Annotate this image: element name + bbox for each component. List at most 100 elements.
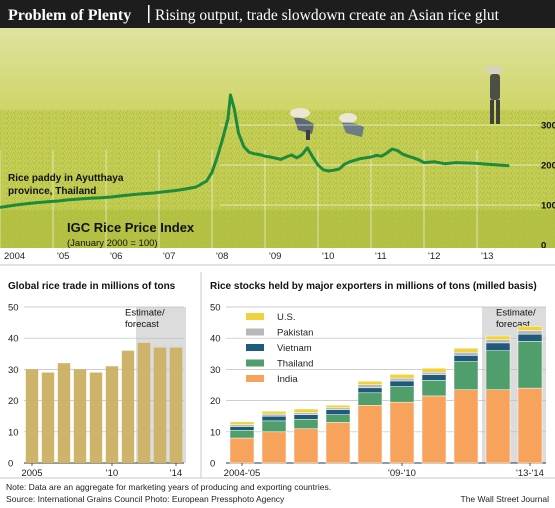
stocks-bar-segment [293,412,319,415]
stocks-bar-segment [261,431,287,464]
trade-estimate-label-line-1: Estimate/ [125,308,165,319]
stocks-bar-segment [261,413,287,417]
trade-bar [121,350,135,463]
price-index-x-tick: 2004 [4,251,25,262]
stocks-bar-segment [293,408,319,413]
price-index-y-tick: 0 [541,241,546,252]
stocks-axes: 0 10 20 30 40 50 2004-'05 '09-'10 '13-'14 [210,303,544,480]
price-index-point [343,163,346,166]
footer-source: Source: International Grains Council Pho… [6,494,285,504]
stocks-bar-segment [517,387,543,464]
stocks-bar-segment [485,342,511,351]
price-index-point [258,153,261,156]
stocks-bar-segment [325,405,351,409]
price-index-point [89,197,91,200]
stocks-bar-segment [325,407,351,410]
price-index-point [264,155,266,158]
stocks-y-tick: 50 [210,303,221,314]
stocks-bar-segment [485,350,511,390]
price-index-x-tick: '05 [57,251,69,262]
stocks-x-tick: '13-'14 [516,468,544,479]
price-index-x-tick: '06 [110,251,122,262]
price-index-point [338,168,341,170]
price-index-subtitle: (January 2000 = 100) [67,238,158,249]
price-index-point [507,164,510,167]
stocks-bar-segment [517,330,543,335]
stocks-bar-segment [485,389,511,464]
legend-swatch [246,344,264,351]
stocks-bar-segment [389,386,415,403]
trade-bar [89,372,103,463]
stocks-estimate-label-line-1: Estimate/ [496,308,536,319]
price-index-point [57,200,60,202]
trade-bar [169,347,183,463]
stocks-bar-segment [325,422,351,464]
price-index-point [417,158,420,161]
price-index-point [274,157,277,160]
price-index-points [0,94,510,209]
price-index-point [131,193,134,196]
stocks-bar-segment [421,395,447,464]
stocks-bar-segment [293,428,319,464]
trade-bar [73,369,87,463]
price-index-x-tick: '10 [322,251,334,262]
price-index-point [25,202,28,205]
price-index-point [391,148,394,150]
price-index-point [497,164,500,166]
trade-y-tick: 10 [8,427,19,438]
price-index-point [152,192,155,194]
legend-label: India [277,374,298,385]
price-index-point [306,146,309,149]
price-index-point [163,190,166,193]
price-index-point [423,161,425,164]
stocks-bars [229,326,543,464]
price-index-point [375,154,378,157]
trade-y-tick: 40 [8,334,19,345]
price-index-point [248,151,251,154]
trade-x-tick: '14 [170,468,182,479]
price-index-point [4,205,7,208]
stocks-bar-segment [261,420,287,433]
stocks-bar-segment [229,421,255,425]
stocks-bar-segment [293,419,319,429]
price-index-point [227,118,229,120]
header-subtitle: Rising output, trade slowdown create an … [155,7,500,24]
stocks-bar-segment [293,414,319,420]
stocks-bar-segment [357,392,383,406]
price-index-point [0,206,1,209]
legend-label: Vietnam [277,343,312,354]
header-title: Problem of Plenty [8,7,131,24]
legend-label: U.S. [277,312,295,323]
legend-label: Thailand [277,359,313,370]
price-index-point [78,198,81,200]
price-index-point [333,169,335,172]
price-index-point [142,192,145,195]
stocks-estimate-label-line-2: forecast [496,319,530,330]
legend-swatch [246,313,264,320]
price-index-point [68,198,70,201]
stocks-y-tick: 20 [210,396,221,407]
stocks-bar-segment [357,387,383,394]
price-index-point [216,156,219,158]
stocks-bar-segment [517,333,543,342]
price-index-y-tick: 100 [541,201,555,212]
price-index-y-tick: 200 [541,161,555,172]
price-index-point [444,162,447,165]
price-index-x-axis: 2004 '05 '06 '07 '08 '09 '10 '11 '12 '13 [4,251,493,262]
trade-y-tick: 50 [8,303,19,314]
trade-y-tick: 20 [8,396,19,407]
trade-bar [153,347,167,463]
price-index-x-tick: '09 [269,251,281,262]
price-index-x-axis-strip [0,248,555,264]
price-index-point [476,162,478,165]
stocks-bar-segment [261,410,287,415]
farmer-figure [290,108,314,140]
price-index-x-tick: '12 [428,251,440,262]
stocks-y-tick: 10 [210,427,221,438]
trade-bar [137,342,151,463]
stocks-legend: U.S. Pakistan Vietnam Thailand India [246,312,313,385]
price-index-point [253,152,256,155]
price-index-point [233,108,236,110]
price-index-point [184,188,187,190]
